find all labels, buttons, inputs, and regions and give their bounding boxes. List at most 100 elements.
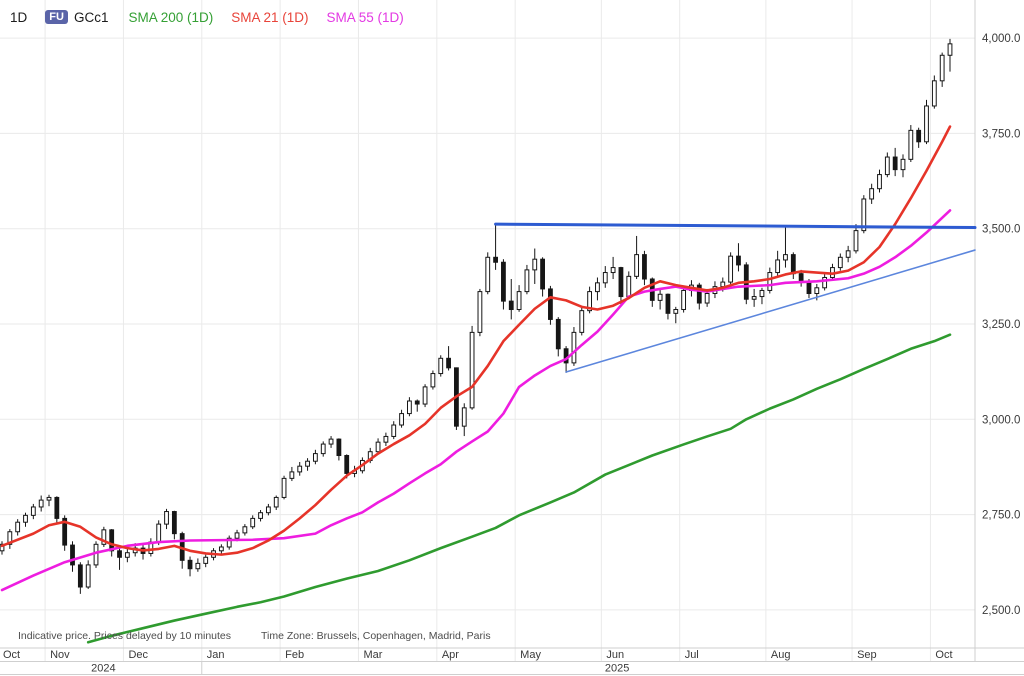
candle-up <box>704 293 710 304</box>
candle-up <box>861 198 867 232</box>
candle-down <box>336 438 342 457</box>
x-axis-month-label: Aug <box>771 649 791 661</box>
x-axis-year-label: 2025 <box>605 663 629 675</box>
candle-up <box>673 309 679 314</box>
candle-up <box>46 496 52 501</box>
candle-down <box>446 357 451 369</box>
candle-down <box>696 284 702 304</box>
candle-down <box>736 255 741 266</box>
interval-selector[interactable]: 1D <box>10 9 28 25</box>
x-axis-month-label: Nov <box>50 649 70 661</box>
candle-up <box>391 424 397 437</box>
candle-down <box>109 529 115 552</box>
candle-up <box>7 531 13 545</box>
y-axis-label: 2,500.0 <box>982 605 1020 617</box>
candle-up <box>305 460 310 467</box>
candle-down <box>540 258 545 290</box>
candle-up <box>532 258 538 271</box>
candle-up <box>422 386 428 405</box>
indicator-label-sma200[interactable]: SMA 200 (1D) <box>128 9 214 25</box>
candle-down <box>493 256 498 263</box>
candle-up <box>407 400 412 415</box>
candle-up <box>250 517 256 528</box>
x-axis-month-label: Jun <box>606 649 624 661</box>
x-axis-month-label: Feb <box>285 649 304 661</box>
candle-up <box>814 287 820 295</box>
candle-up <box>93 543 99 566</box>
x-axis-year-label: 2024 <box>91 663 115 675</box>
candle-up <box>273 496 279 508</box>
timezone-text: Time Zone: Brussels, Copenhagen, Madrid,… <box>261 630 491 642</box>
x-axis-month-label: Oct <box>3 649 20 661</box>
candle-up <box>947 43 953 56</box>
symbol-label[interactable]: GCc1 <box>73 9 109 25</box>
candle-up <box>775 259 781 274</box>
exchange-badge[interactable]: FU <box>45 10 68 24</box>
candle-up <box>85 564 91 588</box>
candle-up <box>289 471 295 479</box>
candle-down <box>548 288 553 320</box>
candle-up <box>626 275 632 298</box>
candle-up <box>469 331 475 409</box>
candle-up <box>101 529 107 545</box>
candle-up <box>328 438 334 445</box>
x-axis-month-label: Mar <box>363 649 382 661</box>
candle-up <box>30 506 36 516</box>
price-disclaimer: Indicative price. Prices delayed by 10 m… <box>18 630 491 642</box>
candle-up <box>461 407 467 427</box>
x-axis-month-label: Oct <box>935 649 952 661</box>
candle-up <box>164 511 169 525</box>
x-axis-month-label: May <box>520 649 541 661</box>
x-axis-month-label: Jul <box>685 649 699 661</box>
candle-down <box>508 300 514 311</box>
candle-up <box>23 514 28 523</box>
sma-55-line[interactable] <box>0 209 952 592</box>
candle-up <box>430 373 436 388</box>
candle-down <box>77 564 83 588</box>
candle-up <box>884 156 890 176</box>
disclaimer-text: Indicative price. Prices delayed by 10 m… <box>18 630 232 642</box>
candle-down <box>54 496 60 519</box>
candle-up <box>845 250 851 258</box>
candle-up <box>767 272 773 291</box>
trendline-horizontal-resistance[interactable] <box>494 222 977 230</box>
candle-up <box>297 465 303 473</box>
candle-up <box>587 291 593 312</box>
candle-up <box>320 443 326 455</box>
candle-down <box>618 267 624 298</box>
candle-up <box>485 256 491 293</box>
candle-up <box>595 282 600 293</box>
candle-up <box>783 254 788 261</box>
x-axis-month-label: Sep <box>857 649 877 661</box>
y-axis-label: 3,000.0 <box>982 414 1020 426</box>
candle-up <box>477 291 483 333</box>
candlestick-series <box>0 38 953 594</box>
indicator-label-sma55[interactable]: SMA 55 (1D) <box>326 9 404 25</box>
sma-200-line[interactable] <box>86 333 952 644</box>
trendline-ascending-support[interactable] <box>565 249 976 373</box>
candle-down <box>117 550 122 558</box>
candle-up <box>837 256 843 269</box>
candle-up <box>438 357 444 375</box>
candle-up <box>258 512 263 519</box>
x-axis-month-label: Dec <box>128 649 148 661</box>
candle-up <box>602 272 608 284</box>
candle-down <box>344 455 350 474</box>
indicator-label-sma21[interactable]: SMA 21 (1D) <box>231 9 309 25</box>
y-axis-label: 3,250.0 <box>982 319 1020 331</box>
candle-up <box>203 556 209 564</box>
candle-down <box>187 559 193 570</box>
candle-down <box>665 293 671 314</box>
candle-up <box>657 293 663 301</box>
candle-down <box>414 400 420 405</box>
candle-up <box>720 281 726 288</box>
candle-up <box>681 289 687 311</box>
candle-down <box>62 517 68 546</box>
sma-21-line[interactable] <box>0 125 952 556</box>
y-axis-label: 2,750.0 <box>982 510 1020 522</box>
candle-up <box>156 523 162 543</box>
candle-up <box>383 435 389 443</box>
